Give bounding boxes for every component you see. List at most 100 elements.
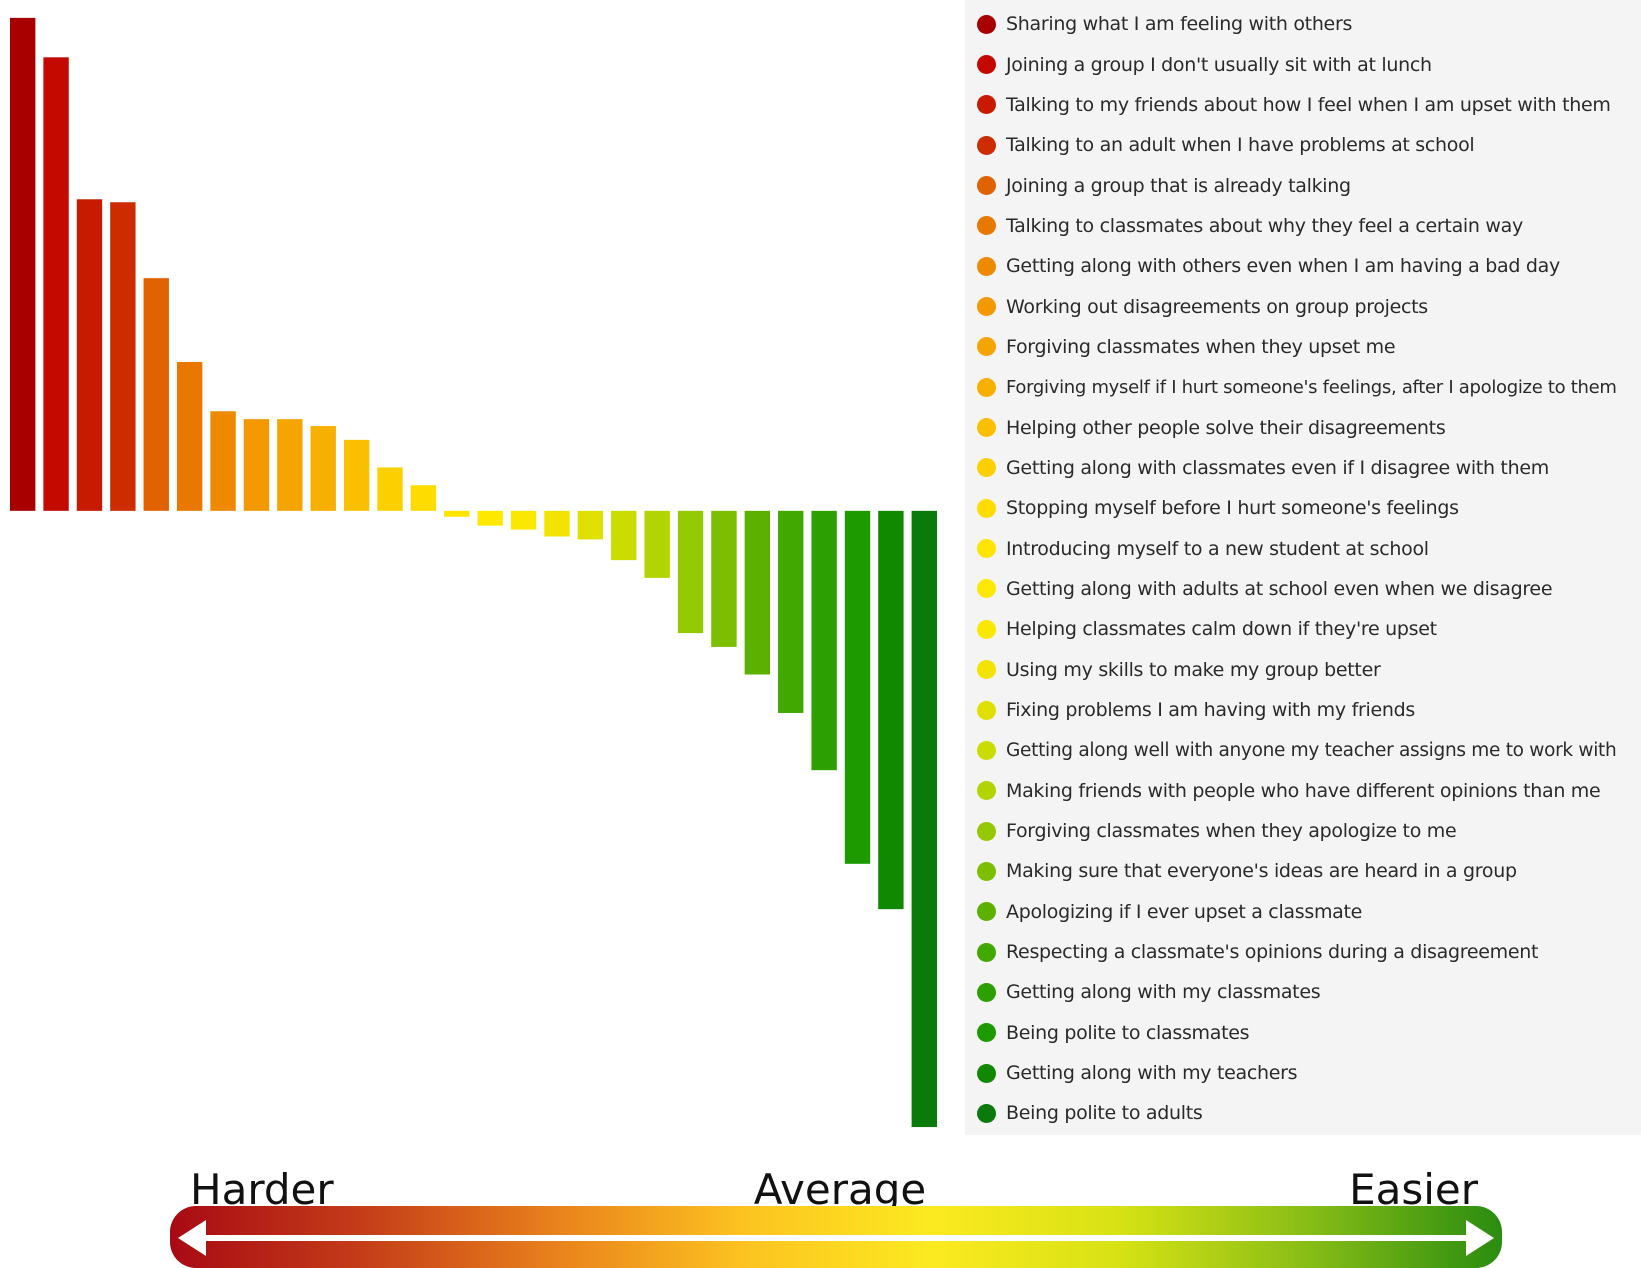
legend-dot-icon: [977, 821, 996, 841]
legend-item: Stopping myself before I hurt someone's …: [965, 488, 1641, 528]
legend-label: Being polite to adults: [1006, 1102, 1203, 1125]
legend-dot-icon: [977, 297, 996, 317]
legend-label: Introducing myself to a new student at s…: [1006, 537, 1429, 560]
bar-3: [76, 199, 103, 511]
bar-10: [310, 426, 336, 511]
legend-dot-icon: [977, 418, 996, 438]
bar-13: [410, 485, 437, 511]
bar-15: [477, 510, 503, 526]
legend-item: Being polite to classmates: [965, 1013, 1641, 1053]
legend-dot-icon: [977, 498, 996, 518]
legend-label: Talking to classmates about why they fee…: [1006, 214, 1523, 237]
legend-dot-icon: [977, 740, 996, 760]
legend-dot-icon: [977, 337, 996, 357]
legend-item: Getting along with adults at school even…: [965, 569, 1641, 609]
legend-item: Joining a group I don't usually sit with…: [965, 44, 1641, 84]
legend-item: Using my skills to make my group better: [965, 650, 1641, 690]
legend-label: Forgiving myself if I hurt someone's fee…: [1006, 376, 1617, 398]
legend-label: Joining a group I don't usually sit with…: [1006, 53, 1432, 76]
legend-dot-icon: [977, 861, 996, 881]
legend-dot-icon: [977, 216, 996, 236]
legend-label: Respecting a classmate's opinions during…: [1006, 941, 1539, 964]
legend-item: Talking to classmates about why they fee…: [965, 206, 1641, 246]
legend-label: Joining a group that is already talking: [1006, 174, 1351, 197]
bar-24: [778, 510, 804, 713]
legend-dot-icon: [977, 942, 996, 962]
bar-22: [711, 510, 737, 647]
legend-label: Getting along with others even when I am…: [1006, 255, 1560, 278]
legend-item: Joining a group that is already talking: [965, 165, 1641, 205]
scale-label-average: Average: [754, 1165, 926, 1214]
legend-dot-icon: [977, 14, 996, 34]
bar-20: [644, 510, 670, 578]
legend-label: Helping other people solve their disagre…: [1006, 416, 1446, 439]
legend-item: Forgiving classmates when they apologize…: [965, 811, 1641, 851]
legend-item: Talking to an adult when I have problems…: [965, 125, 1641, 165]
legend-label: Getting along with adults at school even…: [1006, 577, 1553, 600]
legend-dot-icon: [977, 95, 996, 115]
legend-item: Getting along with my classmates: [965, 972, 1641, 1012]
legend-label: Getting along well with anyone my teache…: [1006, 739, 1617, 761]
legend-label: Forgiving classmates when they upset me: [1006, 335, 1396, 358]
legend-dot-icon: [977, 1063, 996, 1083]
legend-label: Using my skills to make my group better: [1006, 658, 1381, 681]
bar-17: [544, 510, 570, 537]
legend-dot-icon: [977, 135, 996, 155]
legend-label: Making friends with people who have diff…: [1006, 779, 1601, 802]
legend-item: Getting along with my teachers: [965, 1053, 1641, 1093]
scale-arrowhead-right: [1466, 1220, 1494, 1256]
bar-9: [277, 419, 303, 511]
legend-item: Fixing problems I am having with my frie…: [965, 690, 1641, 730]
bar-21: [677, 510, 704, 634]
legend-label: Forgiving classmates when they apologize…: [1006, 820, 1457, 843]
difficulty-scale: Harder Average Easier: [170, 1165, 1502, 1268]
bar-8: [243, 419, 270, 511]
legend-dot-icon: [977, 458, 996, 478]
legend-dot-icon: [977, 176, 996, 196]
legend-item: Making friends with people who have diff…: [965, 771, 1641, 811]
legend-item: Getting along with others even when I am…: [965, 246, 1641, 286]
scale-label-harder: Harder: [190, 1165, 334, 1214]
bar-28: [911, 510, 937, 1128]
bar-19: [611, 510, 637, 561]
legend: Sharing what I am feeling with others Joi…: [965, 0, 1641, 1135]
scale-label-easier: Easier: [1349, 1165, 1479, 1214]
legend-item: Forgiving classmates when they upset me: [965, 327, 1641, 367]
legend-label: Talking to an adult when I have problems…: [1006, 134, 1475, 157]
bar-16: [510, 510, 537, 530]
bar-23: [744, 510, 771, 675]
bar-1: [10, 17, 36, 511]
legend-dot-icon: [977, 1103, 996, 1123]
bar-2: [43, 57, 69, 511]
legend-dot-icon: [977, 579, 996, 599]
legend-item: Being polite to adults: [965, 1093, 1641, 1133]
legend-label: Getting along with my classmates: [1006, 981, 1321, 1004]
legend-item: Getting along well with anyone my teache…: [965, 730, 1641, 770]
legend-item: Introducing myself to a new student at s…: [965, 528, 1641, 568]
legend-dot-icon: [977, 377, 996, 397]
legend-label: Talking to my friends about how I feel w…: [1006, 93, 1611, 116]
legend-item: Respecting a classmate's opinions during…: [965, 932, 1641, 972]
legend-label: Making sure that everyone's ideas are he…: [1006, 860, 1517, 883]
bar-25: [811, 510, 837, 771]
legend-item: Helping other people solve their disagre…: [965, 407, 1641, 447]
legend-dot-icon: [977, 660, 996, 680]
bar-11: [343, 439, 370, 511]
bar-6: [176, 361, 203, 511]
legend-item: Working out disagreements on group proje…: [965, 286, 1641, 326]
legend-item: Talking to my friends about how I feel w…: [965, 85, 1641, 125]
legend-label: Stopping myself before I hurt someone's …: [1006, 497, 1459, 520]
bar-26: [844, 510, 871, 864]
legend-item: Making sure that everyone's ideas are he…: [965, 851, 1641, 891]
legend-dot-icon: [977, 619, 996, 639]
legend-dot-icon: [977, 982, 996, 1002]
legend-dot-icon: [977, 539, 996, 559]
bar-12: [377, 467, 403, 511]
legend-dot-icon: [977, 781, 996, 801]
bar-7: [210, 411, 236, 511]
bar-14: [444, 510, 470, 517]
legend-dot-icon: [977, 1023, 996, 1043]
bar-27: [878, 510, 904, 910]
legend-label: Working out disagreements on group proje…: [1006, 295, 1428, 318]
legend-label: Getting along with my teachers: [1006, 1062, 1298, 1085]
